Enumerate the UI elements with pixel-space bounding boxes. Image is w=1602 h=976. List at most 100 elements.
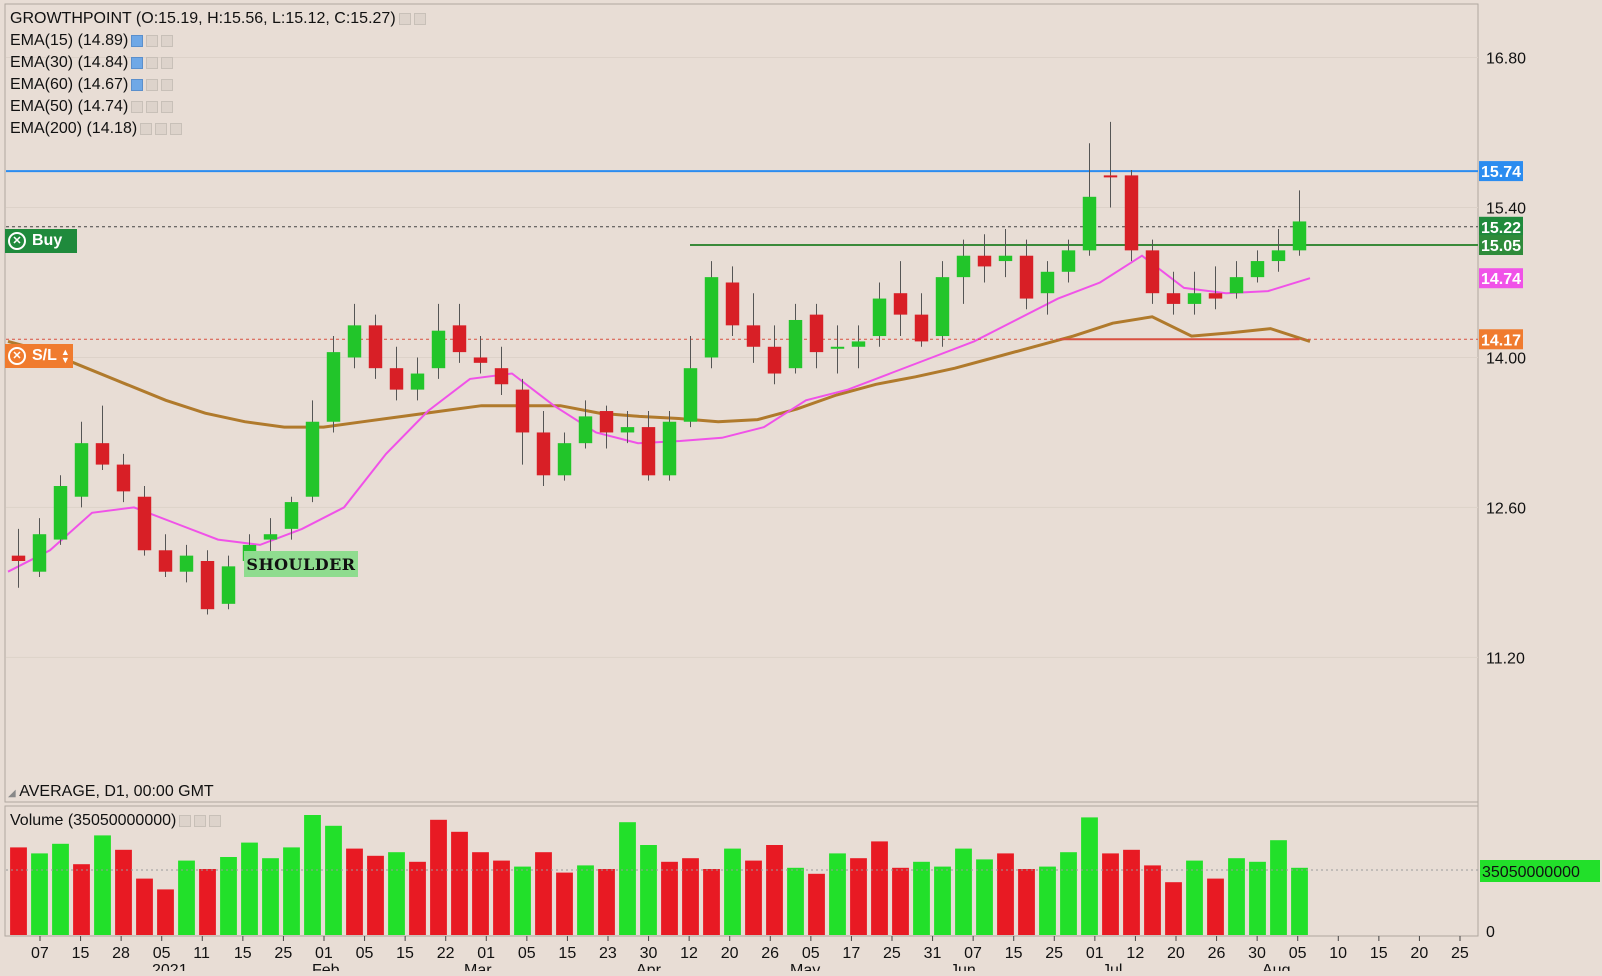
candle-body [1145, 250, 1160, 294]
eye-icon[interactable] [194, 815, 207, 827]
volume-bar [787, 867, 804, 935]
volume-bar [1123, 849, 1140, 935]
time-tick-label: 12 [1126, 945, 1144, 962]
candle-body [1061, 250, 1076, 272]
time-tick-label: 25 [1045, 945, 1063, 962]
volume-bar [934, 866, 951, 935]
time-tick-label: 01 [1086, 945, 1104, 962]
close-icon[interactable] [161, 57, 174, 69]
candle-body [788, 319, 803, 369]
candle-body [956, 255, 971, 278]
symbol-ohlc-text: GROWTHPOINT (O:15.19, H:15.56, L:15.12, … [10, 10, 396, 27]
volume-bar [514, 866, 531, 935]
candle-body [389, 368, 404, 390]
close-icon[interactable] [161, 35, 174, 47]
time-tick-label: 26 [1208, 945, 1226, 962]
volume-legend-label: Volume (35050000000) [10, 812, 177, 829]
legend-ema30-label: EMA(30) (14.84) [10, 54, 129, 71]
volume-bar [304, 815, 321, 935]
time-tick-label: 30 [1248, 945, 1266, 962]
stop-loss-label: S/L [32, 347, 57, 364]
price-badge-label: 15.22 [1481, 220, 1521, 237]
stop-adjust-arrows-icon[interactable]: ▲ ▼ [60, 347, 70, 365]
volume-bar [262, 858, 279, 935]
volume-bar [325, 825, 342, 935]
symbol-settings-icon[interactable] [398, 13, 411, 25]
gear-icon[interactable] [146, 35, 159, 47]
volume-bar [661, 861, 678, 935]
volume-bar [388, 852, 405, 935]
buy-order-tag[interactable]: ✕ Buy [5, 229, 77, 253]
gear-icon[interactable] [146, 79, 159, 91]
symbol-close-icon[interactable] [413, 13, 426, 25]
gear-icon[interactable] [146, 57, 159, 69]
candle-body [1019, 255, 1034, 299]
time-tick-label: 12 [680, 945, 698, 962]
cancel-buy-icon[interactable]: ✕ [8, 232, 26, 250]
gear-icon[interactable] [179, 815, 192, 827]
price-tick-label: 15.40 [1486, 201, 1526, 218]
candle-body [263, 534, 278, 540]
symbol-ohlc: GROWTHPOINT (O:15.19, H:15.56, L:15.12, … [10, 8, 426, 30]
candle-body [200, 560, 215, 610]
time-tick-label: 30 [640, 945, 658, 962]
volume-bar [241, 842, 258, 935]
candle-body [914, 314, 929, 342]
volume-bar [178, 860, 195, 935]
volume-bar [10, 847, 27, 935]
price-tick-label: 16.80 [1486, 51, 1526, 68]
volume-bar [1081, 817, 1098, 935]
price-badge [1479, 161, 1523, 182]
candle-body [347, 325, 362, 358]
price-badge-label: 15.74 [1481, 164, 1521, 181]
candle-body [1208, 293, 1223, 299]
candle-body [452, 325, 467, 353]
legend-ema200-label: EMA(200) (14.18) [10, 120, 138, 137]
stop-loss-tag[interactable]: ✕ S/L ▲ ▼ [5, 344, 73, 368]
candle-body [662, 421, 677, 476]
eye-icon[interactable] [131, 101, 144, 113]
eye-icon[interactable] [131, 57, 144, 69]
volume-bar [892, 867, 909, 935]
price-badge [1479, 329, 1523, 350]
cancel-stop-icon[interactable]: ✕ [8, 347, 26, 365]
time-tick-label: 01 [315, 945, 333, 962]
volume-bar [199, 869, 216, 935]
time-tick-label: 20 [721, 945, 739, 962]
volume-bar [724, 848, 741, 935]
time-month-label: Jul [1102, 962, 1122, 971]
volume-bar [745, 860, 762, 935]
time-tick-label: 20 [1167, 945, 1185, 962]
legend-ema50-label: EMA(50) (14.74) [10, 98, 129, 115]
volume-bar [1165, 882, 1182, 935]
close-icon[interactable] [209, 815, 222, 827]
close-icon[interactable] [170, 123, 183, 135]
shoulder-annotation[interactable]: SHOULDER [244, 551, 358, 577]
candle-body [1124, 175, 1139, 251]
candle-body [704, 277, 719, 358]
candle-body [578, 416, 593, 444]
close-icon[interactable] [161, 101, 174, 113]
volume-axis-zero: 0 [1486, 924, 1495, 941]
buy-order-label: Buy [32, 232, 63, 249]
gear-icon[interactable] [146, 101, 159, 113]
candle-body [1103, 175, 1118, 178]
candlestick-series [11, 121, 1307, 615]
close-icon[interactable] [161, 79, 174, 91]
gear-icon[interactable] [155, 123, 168, 135]
pane-resize-icon[interactable]: ◢ [8, 788, 16, 799]
eye-icon[interactable] [131, 35, 144, 47]
volume-bar [850, 858, 867, 935]
legend-ema50: EMA(50) (14.74) [10, 96, 426, 118]
time-tick-label: 05 [1289, 945, 1307, 962]
time-tick-label: 15 [72, 945, 90, 962]
eye-icon[interactable] [140, 123, 153, 135]
volume-bar [976, 859, 993, 935]
ema200-line [7, 315, 1311, 429]
volume-bar [682, 858, 699, 935]
eye-icon[interactable] [131, 79, 144, 91]
price-badge [1479, 235, 1523, 256]
